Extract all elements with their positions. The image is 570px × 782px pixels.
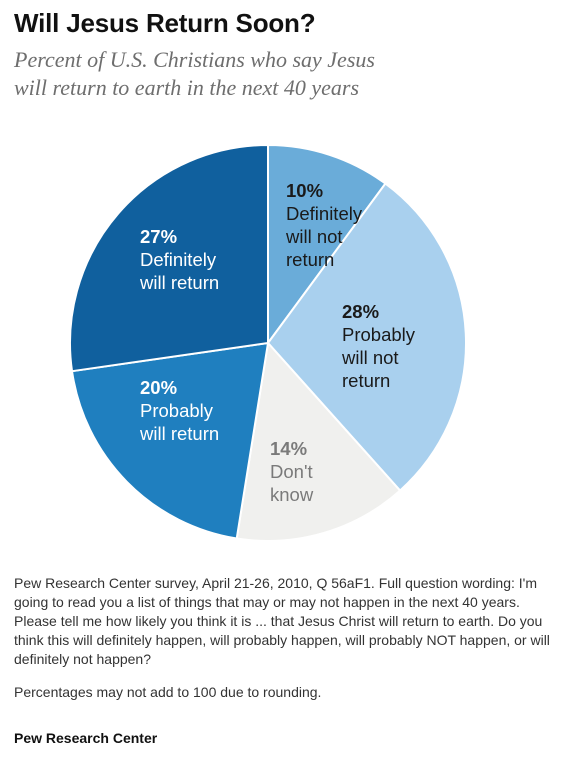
slice-value-2: 14% bbox=[270, 438, 307, 459]
slice-label-line-1-3: return bbox=[342, 370, 390, 391]
slice-label-1: 28% Probably will not return bbox=[341, 301, 416, 391]
slice-value-1: 28% bbox=[342, 301, 379, 322]
slice-label-line-1-1: Probably bbox=[342, 324, 416, 345]
slice-label-line-2-1: Don't bbox=[270, 461, 313, 482]
slice-label-3: 20% Probably will return bbox=[139, 377, 219, 444]
pie-slice-0 bbox=[267, 143, 387, 347]
pie-slice-3 bbox=[70, 341, 270, 540]
slice-label-line-1-2: will not bbox=[341, 347, 399, 368]
pie-slice-2 bbox=[235, 340, 402, 542]
slice-label-line-4-1: Definitely bbox=[140, 249, 217, 270]
slice-value-0: 10% bbox=[286, 180, 323, 201]
chart-subtitle: Percent of U.S. Christians who say Jesus… bbox=[14, 46, 554, 102]
footnote: Pew Research Center survey, April 21-26,… bbox=[14, 574, 554, 716]
slice-label-line-0-1: Definitely bbox=[286, 203, 363, 224]
slice-label-line-3-1: Probably bbox=[140, 400, 214, 421]
slice-label-2: 14% Don't know bbox=[270, 438, 314, 505]
slice-label-line-0-2: will not bbox=[285, 226, 343, 247]
slice-label-line-0-3: return bbox=[286, 249, 334, 270]
slice-label-4: 27% Definitely will return bbox=[139, 226, 219, 293]
chart-title: Will Jesus Return Soon? bbox=[14, 8, 316, 38]
slice-label-0: 10% Definitely will not return bbox=[285, 180, 363, 270]
pie-slice-1 bbox=[266, 182, 467, 492]
source-credit: Pew Research Center bbox=[14, 730, 158, 746]
rounding-note: Percentages may not add to 100 due to ro… bbox=[14, 684, 322, 700]
survey-note: Pew Research Center survey, April 21-26,… bbox=[14, 575, 550, 667]
subtitle-line-1: Percent of U.S. Christians who say Jesus bbox=[14, 47, 375, 72]
slice-label-line-2-2: know bbox=[270, 484, 314, 505]
slice-label-line-3-2: will return bbox=[139, 423, 219, 444]
slice-label-line-4-2: will return bbox=[139, 272, 219, 293]
slice-value-3: 20% bbox=[140, 377, 177, 398]
pie-slice-4 bbox=[69, 143, 269, 373]
slice-value-4: 27% bbox=[140, 226, 177, 247]
subtitle-line-2: will return to earth in the next 40 year… bbox=[14, 75, 360, 100]
